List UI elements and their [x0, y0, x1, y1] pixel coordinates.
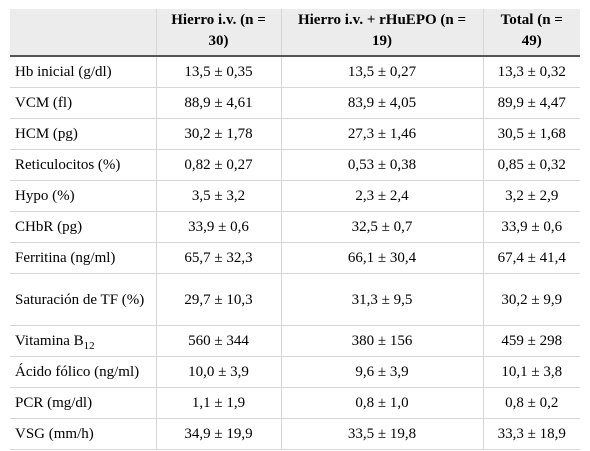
- cell-hierro-epo: 27,3 ± 1,46: [280, 118, 483, 150]
- table-row: Ferritina (ng/ml) 65,7 ± 32,3 66,1 ± 30,…: [10, 242, 580, 274]
- cell-total: 0,8 ± 0,2: [482, 387, 580, 419]
- cell-hierro-epo: 380 ± 156: [280, 325, 483, 357]
- header-cell-total: Total (n = 49): [482, 9, 580, 57]
- cell-hierro: 29,7 ± 10,3: [155, 273, 281, 326]
- cell-hierro-epo: 31,3 ± 9,5: [280, 273, 483, 326]
- table-row: PCR (mg/dl) 1,1 ± 1,9 0,8 ± 1,0 0,8 ± 0,…: [10, 387, 580, 419]
- row-label-text: Vitamina B: [15, 333, 84, 349]
- cell-total: 30,5 ± 1,68: [482, 118, 580, 150]
- cell-hierro: 10,0 ± 3,9: [155, 356, 281, 388]
- header-row: Hierro i.v. (n = 30) Hierro i.v. + rHuEP…: [10, 9, 580, 57]
- table-header: Hierro i.v. (n = 30) Hierro i.v. + rHuEP…: [10, 9, 580, 57]
- cell-total: 30,2 ± 9,9: [482, 273, 580, 326]
- row-label: Hypo (%): [10, 180, 156, 212]
- cell-total: 10,1 ± 3,8: [482, 356, 580, 388]
- cell-hierro: 1,1 ± 1,9: [155, 387, 281, 419]
- cell-total: 33,3 ± 18,9: [482, 418, 580, 450]
- row-label: Vitamina B12: [10, 325, 156, 357]
- cell-hierro: 30,2 ± 1,78: [155, 118, 281, 150]
- table-row: Ácido fólico (ng/ml) 10,0 ± 3,9 9,6 ± 3,…: [10, 356, 580, 388]
- table-row: CHbR (pg) 33,9 ± 0,6 32,5 ± 0,7 33,9 ± 0…: [10, 211, 580, 243]
- cell-hierro-epo: 13,5 ± 0,27: [280, 56, 483, 88]
- row-label: HCM (pg): [10, 118, 156, 150]
- row-label: Ferritina (ng/ml): [10, 242, 156, 274]
- table-row: Saturación de TF (%) 29,7 ± 10,3 31,3 ± …: [10, 273, 580, 326]
- cell-hierro-epo: 33,5 ± 19,8: [280, 418, 483, 450]
- row-label-subscript: 12: [83, 340, 95, 352]
- row-label: VCM (fl): [10, 87, 156, 119]
- cell-total: 67,4 ± 41,4: [482, 242, 580, 274]
- row-label: CHbR (pg): [10, 211, 156, 243]
- cell-total: 459 ± 298: [482, 325, 580, 357]
- cell-hierro: 33,9 ± 0,6: [155, 211, 281, 243]
- header-cell-hierro-epo: Hierro i.v. + rHuEPO (n = 19): [280, 9, 483, 57]
- header-cell-hierro: Hierro i.v. (n = 30): [155, 9, 281, 57]
- cell-hierro-epo: 2,3 ± 2,4: [280, 180, 483, 212]
- table-row: Vitamina B12 560 ± 344 380 ± 156 459 ± 2…: [10, 325, 580, 357]
- cell-hierro-epo: 0,53 ± 0,38: [280, 149, 483, 181]
- table-row: VCM (fl) 88,9 ± 4,61 83,9 ± 4,05 89,9 ± …: [10, 87, 580, 119]
- cell-hierro-epo: 9,6 ± 3,9: [280, 356, 483, 388]
- cell-hierro-epo: 0,8 ± 1,0: [280, 387, 483, 419]
- row-label: PCR (mg/dl): [10, 387, 156, 419]
- row-label: Hb inicial (g/dl): [10, 56, 156, 88]
- results-table: Hierro i.v. (n = 30) Hierro i.v. + rHuEP…: [10, 9, 580, 450]
- cell-hierro: 13,5 ± 0,35: [155, 56, 281, 88]
- cell-total: 0,85 ± 0,32: [482, 149, 580, 181]
- cell-total: 89,9 ± 4,47: [482, 87, 580, 119]
- table-row: HCM (pg) 30,2 ± 1,78 27,3 ± 1,46 30,5 ± …: [10, 118, 580, 150]
- cell-hierro: 65,7 ± 32,3: [155, 242, 281, 274]
- cell-total: 13,3 ± 0,32: [482, 56, 580, 88]
- row-label: Ácido fólico (ng/ml): [10, 356, 156, 388]
- cell-total: 33,9 ± 0,6: [482, 211, 580, 243]
- cell-hierro: 560 ± 344: [155, 325, 281, 357]
- cell-hierro-epo: 32,5 ± 0,7: [280, 211, 483, 243]
- table-row: Hypo (%) 3,5 ± 3,2 2,3 ± 2,4 3,2 ± 2,9: [10, 180, 580, 212]
- cell-hierro-epo: 66,1 ± 30,4: [280, 242, 483, 274]
- cell-hierro: 88,9 ± 4,61: [155, 87, 281, 119]
- table-row: VSG (mm/h) 34,9 ± 19,9 33,5 ± 19,8 33,3 …: [10, 418, 580, 450]
- table-body: Hb inicial (g/dl) 13,5 ± 0,35 13,5 ± 0,2…: [10, 56, 580, 450]
- cell-total: 3,2 ± 2,9: [482, 180, 580, 212]
- cell-hierro: 34,9 ± 19,9: [155, 418, 281, 450]
- row-label: VSG (mm/h): [10, 418, 156, 450]
- header-cell-empty: [10, 9, 156, 57]
- cell-hierro-epo: 83,9 ± 4,05: [280, 87, 483, 119]
- cell-hierro: 3,5 ± 3,2: [155, 180, 281, 212]
- table-row: Reticulocitos (%) 0,82 ± 0,27 0,53 ± 0,3…: [10, 149, 580, 181]
- table-row: Hb inicial (g/dl) 13,5 ± 0,35 13,5 ± 0,2…: [10, 56, 580, 88]
- cell-hierro: 0,82 ± 0,27: [155, 149, 281, 181]
- row-label: Saturación de TF (%): [10, 273, 156, 326]
- row-label: Reticulocitos (%): [10, 149, 156, 181]
